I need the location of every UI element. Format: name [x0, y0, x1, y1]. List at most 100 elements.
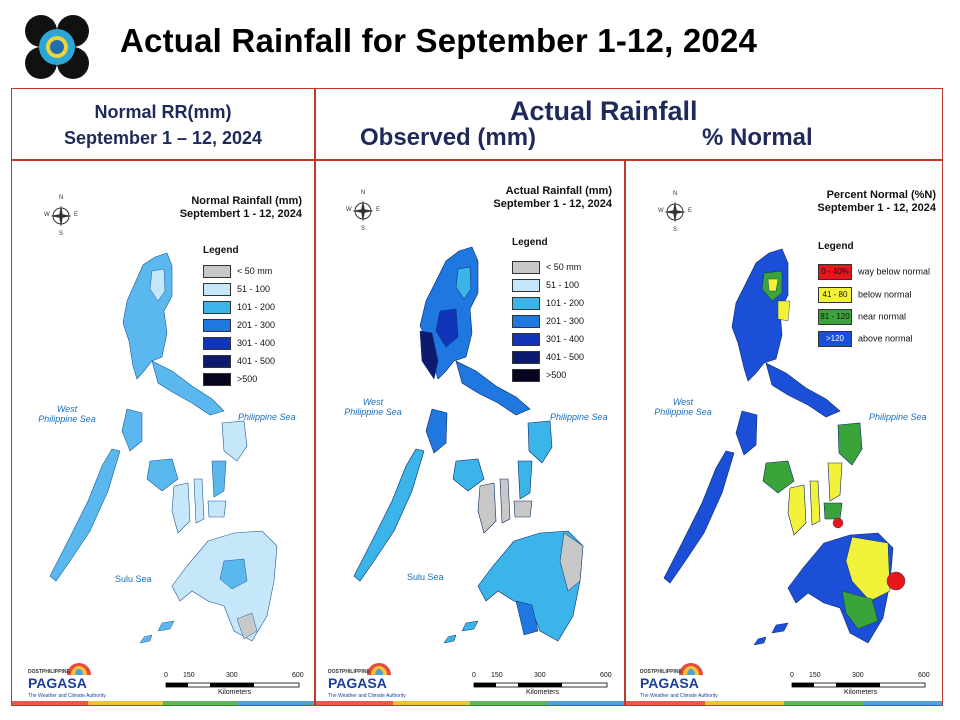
compass-n: N [673, 191, 678, 197]
rainfall-legend: Legend < 50 mm 51 - 100 101 - 200 201 - … [512, 237, 612, 387]
legend-swatch [512, 315, 540, 328]
mindanao-south [236, 612, 258, 640]
sulu-islands [753, 622, 789, 646]
pagasa-phil: PHILIPPINE [42, 669, 70, 675]
panay-island [452, 458, 485, 492]
luzon-east-near [777, 300, 791, 322]
sulu-islands [443, 620, 479, 644]
legend-row: 0 - 40% way below normal [818, 264, 930, 280]
scale-bar [473, 682, 608, 688]
pagasa-dost: DOST [28, 669, 42, 675]
mindoro-island [735, 410, 758, 456]
philippine-sea-label: Philippine Sea [869, 412, 927, 422]
pagasa-logo: DOST PHILIPPINE PAGASA The Weather and C… [318, 661, 406, 701]
scale-tick: 150 [491, 672, 503, 679]
percent-legend: Legend 0 - 40% way below normal 41 - 80 be… [818, 241, 940, 351]
legend-label: 401 - 500 [546, 351, 585, 362]
color-bar-yellow [705, 701, 784, 705]
luzon-island [122, 252, 173, 380]
scale-bar [165, 682, 300, 688]
legend-swatch: 0 - 40% [818, 264, 852, 280]
bohol-island [823, 502, 843, 520]
rainfall-legend: Legend < 50 mm 51 - 100 101 - 200 201 - … [203, 245, 303, 395]
pagasa-phil: PHILIPPINE [342, 669, 370, 675]
actual-rainfall-heading: Actual Rainfall [510, 96, 698, 126]
observed-map-title: Actual Rainfall (mm) September 1 - 12, 2… [493, 185, 612, 211]
legend-label: 51 - 100 [237, 283, 271, 294]
scale-tick: 300 [852, 672, 864, 679]
sulu-islands [139, 620, 175, 644]
legend-label: 51 - 100 [546, 279, 580, 290]
scale-tick: 300 [226, 672, 238, 679]
legend-swatch: >120 [818, 331, 852, 347]
normal-map-title-line1: Normal Rainfall (mm) [191, 195, 302, 207]
color-bar-green [470, 701, 547, 705]
philippine-sea-label: Philippine Sea [238, 412, 296, 422]
legend-swatch [512, 351, 540, 364]
color-bar-blue [238, 701, 314, 705]
pagasa-tagline: The Weather and Climate Authority [28, 693, 106, 699]
samar-island [837, 422, 863, 466]
panel-percent-frame [625, 160, 943, 706]
compass-icon [664, 201, 686, 223]
legend-row: 101 - 200 [512, 297, 584, 310]
observed-rainfall-map [352, 200, 608, 688]
normal-map-title-line2: Septembert 1 - 12, 2024 [179, 208, 302, 220]
mindanao-island [477, 530, 584, 642]
panel-percent-normal: Percent Normal (%N) September 1 - 12, 20… [626, 161, 942, 705]
legend-label: 401 - 500 [237, 355, 276, 366]
legend-row: 301 - 400 [203, 337, 275, 350]
legend-row: >500 [512, 369, 566, 382]
negros-island [477, 482, 497, 534]
legend-label: < 50 mm [237, 265, 273, 276]
percent-map-title-line2: September 1 - 12, 2024 [817, 202, 936, 214]
normal-rr-heading: Normal RR(mm) [94, 102, 232, 122]
legend-label: >500 [546, 369, 567, 380]
legend-row: >500 [203, 373, 257, 386]
scale-tick: 300 [534, 672, 546, 679]
legend-label: 301 - 400 [237, 337, 276, 348]
scale-tick: 600 [918, 672, 930, 679]
mindanao-south-near [841, 590, 879, 630]
compass-labels: N S W E [346, 190, 380, 232]
mindanao-island [171, 530, 278, 642]
pagasa-dost: DOST [328, 669, 342, 675]
scale-tick: 600 [600, 672, 612, 679]
panay-island [762, 460, 795, 494]
legend-swatch [203, 355, 231, 368]
legend-row: >120 above normal [818, 331, 913, 347]
percent-map-title: Percent Normal (%N) September 1 - 12, 20… [817, 189, 936, 215]
pagasa-tagline: The Weather and Climate Authority [328, 693, 406, 699]
legend-row: < 50 mm [512, 261, 581, 274]
legend-label: way below normal [858, 266, 931, 277]
west-philippine-sea-label: West Philippine Sea [38, 404, 96, 424]
philippine-sea-label: Philippine Sea [550, 412, 608, 422]
color-bar-yellow [393, 701, 470, 705]
compass-w: W [346, 207, 352, 213]
legend-row: 51 - 100 [203, 283, 270, 296]
legend-row: 201 - 300 [512, 315, 584, 328]
legend-row: 101 - 200 [203, 301, 275, 314]
legend-title: Legend [818, 241, 854, 252]
legend-swatch [203, 283, 231, 296]
color-bar-green [163, 701, 238, 705]
west-philippine-sea-label: West Philippine Sea [344, 397, 402, 417]
pagasa-logo: DOST PHILIPPINE PAGASA The Weather and C… [18, 661, 106, 701]
umbrella-icon [367, 663, 391, 675]
samar-island [221, 420, 248, 462]
panel-observed-rainfall: Actual Rainfall (mm) September 1 - 12, 2… [316, 161, 624, 705]
mindoro-island [425, 408, 448, 454]
compass-s: S [59, 231, 64, 237]
legend-swatch [203, 373, 231, 386]
normal-map-title: Normal Rainfall (mm) Septembert 1 - 12, … [180, 195, 302, 221]
observed-map-title-line1: Actual Rainfall (mm) [505, 185, 612, 197]
legend-title: Legend [203, 245, 239, 256]
legend-swatch [203, 319, 231, 332]
pagasa-tagline: The Weather and Climate Authority [640, 693, 718, 699]
mindanao-east [559, 532, 584, 592]
leyte-island [827, 462, 843, 502]
legend-swatch [512, 261, 540, 274]
legend-swatch [203, 301, 231, 314]
legend-label: above normal [858, 333, 913, 344]
